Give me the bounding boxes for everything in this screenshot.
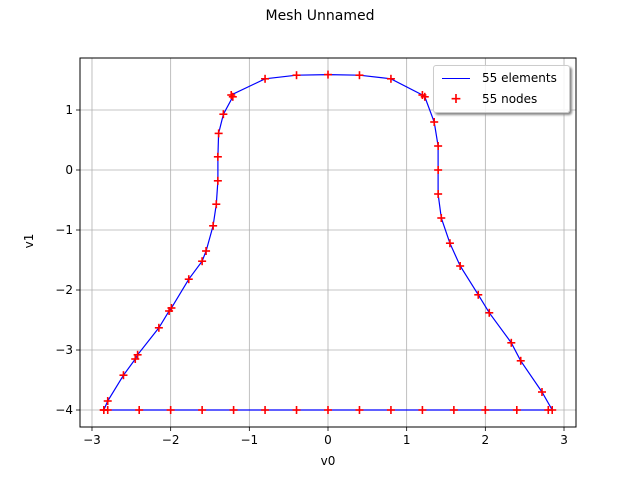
y-tick-label: −1 — [55, 223, 73, 237]
y-tick-label: 0 — [65, 163, 73, 177]
y-axis-label: v1 — [22, 233, 36, 249]
y-tick-label: −2 — [55, 283, 73, 297]
legend-label: 55 elements — [482, 71, 557, 85]
x-tick-label: −1 — [240, 433, 258, 447]
plus-marker-icon: + — [450, 91, 462, 107]
chart-title: Mesh Unnamed — [265, 8, 375, 24]
x-tick-label: −2 — [162, 433, 180, 447]
x-axis-label: v0 — [320, 454, 336, 468]
x-tick-label: 2 — [482, 433, 490, 447]
mesh-elements — [102, 73, 554, 411]
legend-item-nodes: + 55 nodes — [442, 90, 537, 108]
x-tick-label: 0 — [324, 433, 332, 447]
x-tick-label: 1 — [403, 433, 411, 447]
axis-ticks: −3 −2 −1 0 1 2 3 −4 −3 −2 −1 0 1 — [55, 103, 568, 447]
x-tick-label: −3 — [83, 433, 101, 447]
line-swatch-icon — [442, 77, 470, 79]
legend: 55 elements + 55 nodes — [433, 65, 570, 113]
mesh-nodes — [99, 70, 557, 414]
y-tick-label: −4 — [55, 403, 73, 417]
legend-label: 55 nodes — [482, 92, 538, 106]
y-tick-label: 1 — [65, 103, 73, 117]
x-tick-label: 3 — [560, 433, 568, 447]
grid-lines — [80, 58, 576, 427]
legend-item-elements: 55 elements — [442, 69, 557, 87]
y-tick-label: −3 — [55, 343, 73, 357]
